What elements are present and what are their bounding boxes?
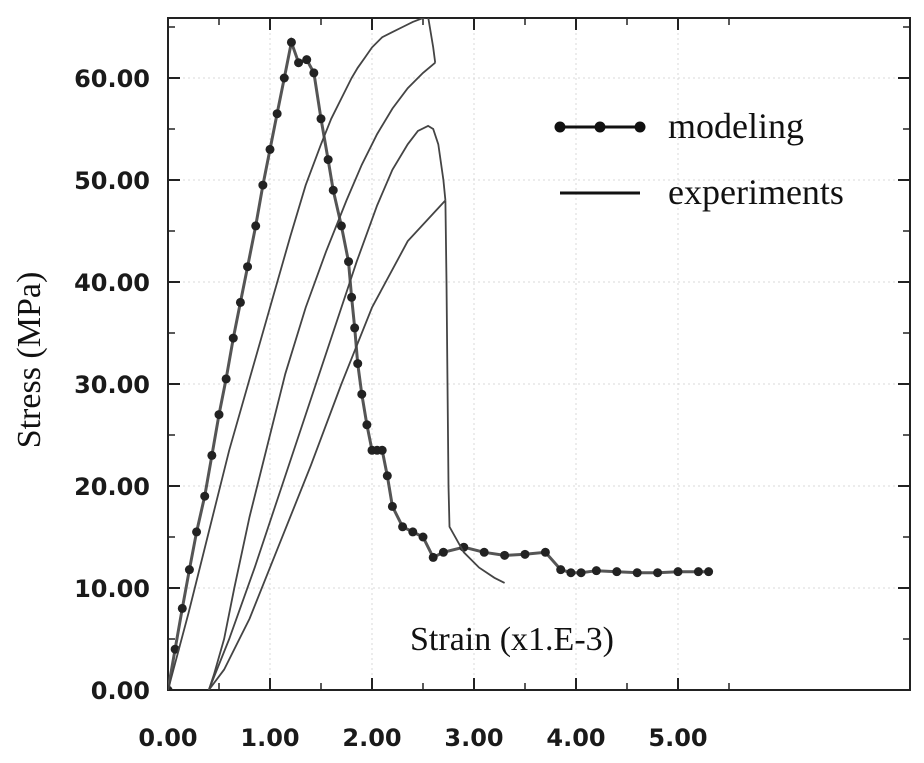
series	[168, 18, 714, 690]
modeling-point	[566, 568, 576, 578]
experiments-curve-segment	[168, 18, 437, 690]
modeling-point	[479, 547, 489, 557]
legend-modeling-label: modeling	[668, 106, 804, 146]
legend-experiments-label: experiments	[668, 172, 844, 212]
modeling-point	[243, 262, 253, 272]
modeling-point	[350, 323, 360, 333]
modeling-point	[258, 180, 268, 190]
experiments-curve-segment	[207, 62, 436, 690]
modeling-point	[540, 547, 550, 557]
modeling-point	[323, 155, 333, 165]
modeling-point	[302, 55, 312, 65]
series-clip-group	[168, 18, 714, 690]
modeling-point	[294, 58, 304, 68]
modeling-point	[221, 374, 231, 384]
modeling-point	[207, 450, 217, 460]
plot-frame	[167, 17, 911, 691]
modeling-point	[344, 257, 354, 267]
modeling-point	[214, 410, 224, 420]
modeling-point	[251, 221, 261, 231]
modeling-point	[309, 68, 319, 78]
legend-modeling-dot	[594, 121, 606, 133]
y-tick-label: 10.00	[74, 575, 150, 603]
modeling-point	[184, 565, 194, 575]
modeling-point	[520, 549, 530, 559]
modeling-point	[279, 73, 289, 83]
modeling-point	[177, 603, 187, 613]
experiments-curve-segment	[444, 200, 506, 584]
x-tick-label: 3.00	[444, 724, 503, 752]
y-tick-label: 50.00	[74, 167, 150, 195]
modeling-point	[192, 527, 202, 537]
x-tick-label: 0.00	[138, 724, 197, 752]
experiments-curve-segment	[208, 199, 447, 690]
x-tick-label: 5.00	[648, 724, 707, 752]
modeling-point	[408, 527, 418, 537]
modeling-point	[428, 552, 438, 562]
modeling-point	[272, 109, 282, 119]
modeling-point	[286, 37, 296, 47]
axes: 0.00 1.00 2.00 3.00 4.00 5.00 0.00 10.00 20.00 30…	[74, 17, 911, 752]
modeling-point	[382, 471, 392, 481]
modeling-point	[228, 333, 238, 343]
modeling-point	[653, 568, 663, 578]
modeling-point	[591, 566, 601, 576]
legend-modeling-dot	[554, 121, 566, 133]
modeling-point	[362, 420, 372, 430]
modeling-point	[704, 567, 714, 577]
legend: modeling experiments	[554, 106, 844, 212]
modeling-point	[387, 501, 397, 511]
modeling-point	[200, 491, 210, 501]
y-tick-label: 20.00	[74, 473, 150, 501]
modeling-point	[438, 547, 448, 557]
y-tick-label: 30.00	[74, 371, 150, 399]
modeling-point	[612, 567, 622, 577]
y-axis-title: Stress (MPa)	[11, 272, 48, 449]
modeling-point	[673, 567, 683, 577]
modeling-point	[693, 567, 703, 577]
modeling-point	[357, 389, 367, 399]
modeling-point	[336, 221, 346, 231]
modeling-point	[556, 565, 566, 575]
modeling-point	[398, 522, 408, 532]
x-tick-label: 1.00	[240, 724, 299, 752]
modeling-point	[576, 568, 586, 578]
modeling-point	[418, 532, 428, 542]
modeling-point	[500, 550, 510, 560]
modeling-point	[353, 359, 363, 369]
y-tick-label: 60.00	[74, 65, 150, 93]
modeling-point	[265, 144, 275, 154]
modeling-point	[316, 114, 326, 124]
experiments-curve-segment	[207, 124, 447, 690]
x-tick-label: 2.00	[342, 724, 401, 752]
modeling-point	[328, 185, 338, 195]
x-tick-label: 4.00	[546, 724, 605, 752]
modeling-point	[632, 568, 642, 578]
modeling-point	[377, 445, 387, 455]
y-tick-label: 0.00	[91, 677, 150, 705]
modeling-point	[235, 297, 245, 307]
modeling-point	[347, 292, 357, 302]
y-tick-label: 40.00	[74, 269, 150, 297]
x-axis-title: Strain (x1.E-3)	[410, 621, 614, 658]
legend-modeling-dot	[634, 121, 646, 133]
